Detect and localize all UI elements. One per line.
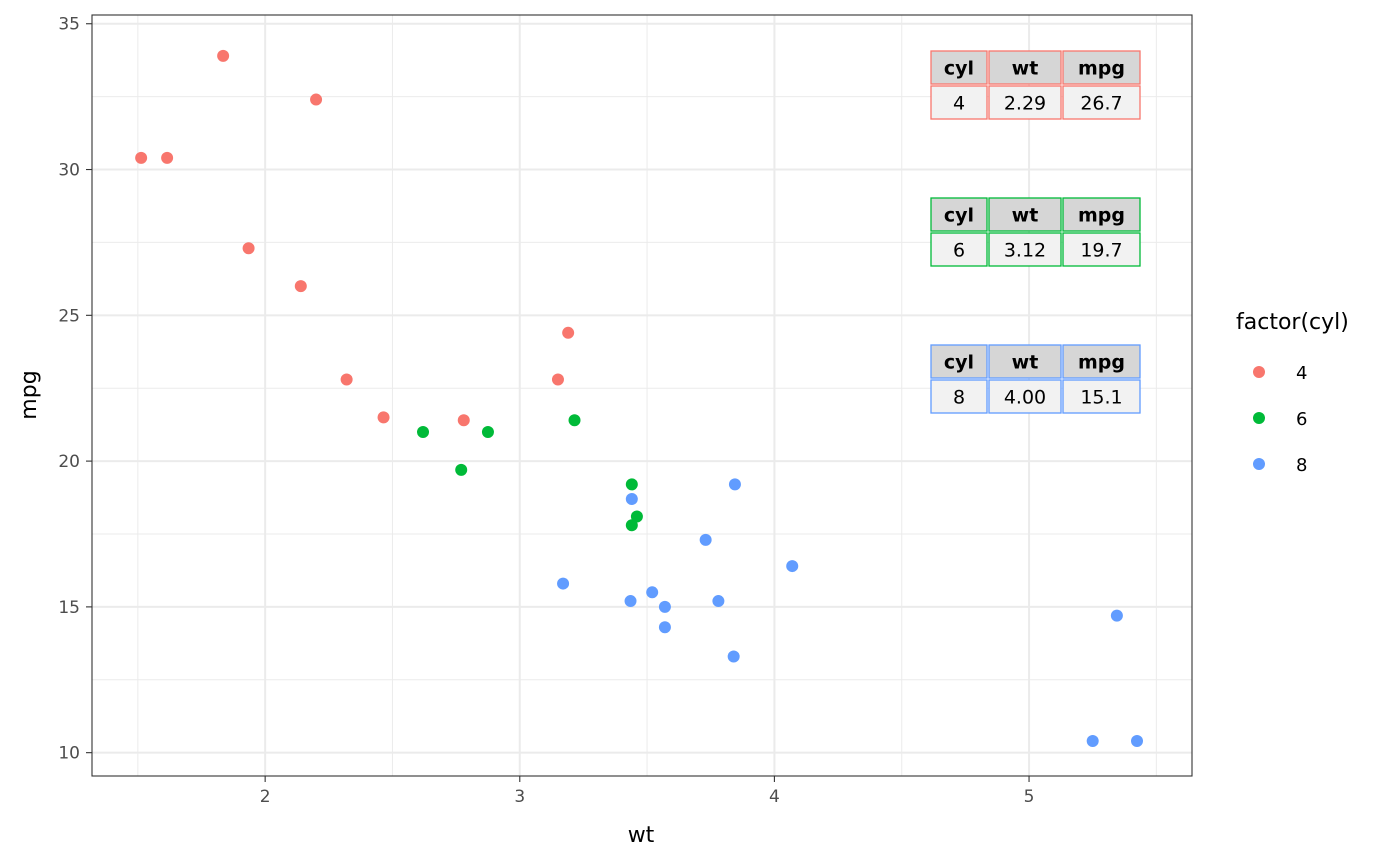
y-tick-label: 10 [58, 744, 80, 764]
table-value-cyl: 8 [953, 387, 965, 409]
summary-table-8: cyl 8 wt 4.00 mpg 15.1 [930, 344, 1141, 414]
data-point-cyl-8 [624, 595, 637, 608]
table-header-cyl: cyl [944, 205, 974, 227]
data-point-cyl-8 [786, 560, 799, 573]
legend-key-8 [1253, 458, 1265, 470]
table-header-cell [1062, 344, 1141, 379]
table-header-wt: wt [1012, 205, 1039, 227]
data-point-cyl-8 [1110, 609, 1123, 622]
table-value-cell [1062, 379, 1141, 414]
data-point-cyl-4 [457, 414, 470, 427]
x-tick-label: 4 [769, 787, 780, 807]
data-point-cyl-4 [551, 373, 564, 386]
y-tick-label: 20 [58, 452, 80, 472]
data-point-cyl-6 [630, 510, 643, 523]
table-header-cell [1062, 197, 1141, 232]
data-point-cyl-6 [625, 478, 638, 491]
table-value-wt: 4.00 [1004, 387, 1046, 409]
y-axis-title: mpg [17, 370, 42, 419]
data-point-cyl-8 [646, 586, 659, 599]
data-point-cyl-8 [699, 533, 712, 546]
data-point-cyl-4 [242, 242, 255, 255]
x-axis-title: wt [628, 823, 655, 848]
data-point-cyl-4 [135, 151, 148, 164]
legend-label-6: 6 [1296, 409, 1307, 430]
table-header-cell [1062, 50, 1141, 85]
legend-title: factor(cyl) [1236, 310, 1349, 335]
table-value-cell [988, 232, 1062, 267]
summary-table-6: cyl 6 wt 3.12 mpg 19.7 [930, 197, 1141, 267]
legend: factor(cyl) 4 6 8 [1236, 310, 1349, 476]
table-header-cell [930, 344, 988, 379]
table-value-cell [1062, 232, 1141, 267]
table-header-cell [988, 197, 1062, 232]
data-point-cyl-4 [310, 93, 323, 106]
legend-label-4: 4 [1296, 363, 1307, 384]
data-point-cyl-8 [1131, 735, 1143, 748]
table-value-mpg: 15.1 [1080, 387, 1122, 409]
x-tick-label: 2 [260, 787, 271, 807]
data-point-cyl-6 [481, 425, 494, 438]
panel-border [91, 14, 1193, 777]
table-value-cyl: 6 [953, 240, 965, 262]
summary-tables: cyl 4 wt 2.29 mpg 26.7 cyl 6 wt 3.12 mpg 19.7 cyl 8 wt… [930, 50, 1141, 414]
table-value-cell [988, 85, 1062, 120]
table-header-cell [930, 197, 988, 232]
table-value-wt: 2.29 [1004, 93, 1046, 115]
x-tick-label: 3 [514, 787, 525, 807]
table-value-cell [930, 85, 988, 120]
axis-ticks: 2 3 4 5 10 15 20 25 30 35 [58, 15, 1034, 807]
table-header-cyl: cyl [944, 58, 974, 80]
x-tick-label: 5 [1024, 787, 1035, 807]
data-point-cyl-8 [728, 478, 741, 491]
table-header-cell [930, 50, 988, 85]
table-header-mpg: mpg [1078, 58, 1125, 80]
data-points [135, 49, 1143, 748]
table-value-cell [988, 379, 1062, 414]
table-header-wt: wt [1012, 58, 1039, 80]
table-header-mpg: mpg [1078, 352, 1125, 374]
y-tick-label: 15 [58, 598, 80, 618]
data-point-cyl-4 [377, 411, 390, 424]
data-point-cyl-4 [217, 49, 230, 62]
data-point-cyl-6 [417, 425, 430, 438]
table-value-cell [930, 379, 988, 414]
data-point-cyl-6 [625, 519, 638, 532]
data-point-cyl-4 [562, 326, 575, 339]
legend-key-4 [1253, 366, 1265, 378]
summary-table-4: cyl 4 wt 2.29 mpg 26.7 [930, 50, 1141, 120]
table-header-wt: wt [1012, 352, 1039, 374]
data-point-cyl-4 [340, 373, 353, 386]
table-header-cell [988, 50, 1062, 85]
table-value-cyl: 4 [953, 93, 965, 115]
table-value-cell [1062, 85, 1141, 120]
data-point-cyl-6 [455, 463, 468, 476]
table-header-mpg: mpg [1078, 205, 1125, 227]
y-tick-label: 35 [58, 15, 80, 35]
table-value-wt: 3.12 [1004, 240, 1046, 262]
data-point-cyl-4 [161, 151, 174, 164]
data-point-cyl-8 [1086, 735, 1099, 748]
data-point-cyl-8 [712, 595, 725, 608]
table-value-mpg: 19.7 [1080, 240, 1122, 262]
data-point-cyl-8 [658, 621, 671, 634]
data-point-cyl-8 [658, 600, 671, 613]
table-header-cell [988, 344, 1062, 379]
table-value-mpg: 26.7 [1080, 93, 1122, 115]
legend-label-8: 8 [1296, 455, 1307, 476]
legend-key-6 [1253, 412, 1265, 424]
y-tick-label: 30 [58, 161, 80, 181]
data-point-cyl-8 [557, 577, 570, 590]
y-tick-label: 25 [58, 306, 80, 326]
data-point-cyl-8 [625, 493, 638, 506]
table-value-cell [930, 232, 988, 267]
data-point-cyl-4 [294, 280, 307, 293]
data-point-cyl-8 [727, 650, 740, 663]
data-point-cyl-6 [568, 414, 581, 427]
table-header-cyl: cyl [944, 352, 974, 374]
